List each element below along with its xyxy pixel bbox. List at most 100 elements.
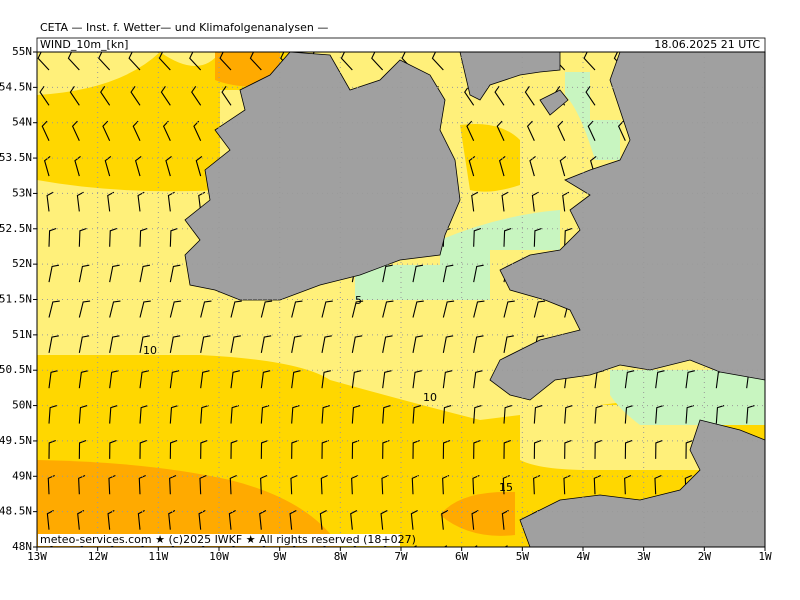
wind-barb	[382, 405, 391, 424]
plot	[37, 52, 787, 565]
wind-barb	[134, 156, 142, 177]
wind-barb	[260, 300, 273, 318]
wind-barb	[382, 264, 393, 283]
wind-barb	[230, 370, 240, 389]
wind-barb	[169, 264, 181, 283]
wind-barb	[48, 300, 60, 318]
wind-barb	[260, 335, 272, 353]
wind-barb	[382, 335, 393, 353]
lat-label: 51.5N	[0, 293, 32, 306]
contour-label: 10	[143, 344, 157, 357]
wind-barb	[777, 440, 784, 458]
wind-barb	[371, 52, 384, 71]
wind-barb	[776, 475, 782, 494]
wind-barb	[230, 405, 239, 424]
wind-barb	[442, 264, 454, 283]
lat-label: 48.5N	[0, 505, 32, 518]
wind-barb	[503, 439, 511, 459]
wind-barb	[564, 227, 573, 247]
wind-barb	[473, 439, 481, 459]
wind-barb	[139, 405, 148, 424]
lon-label: 8W	[334, 550, 348, 563]
contour-label: 15	[499, 481, 513, 494]
wind-barb	[321, 300, 333, 318]
wind-barb	[48, 227, 57, 247]
wind-barb	[473, 370, 483, 389]
wind-barb	[531, 191, 539, 212]
lat-label: 49N	[12, 469, 32, 482]
wind-barb	[230, 300, 242, 318]
wind-barb	[777, 336, 787, 353]
wind-barb	[109, 545, 114, 547]
wind-barb	[380, 510, 388, 530]
wind-barb	[351, 300, 364, 318]
wind-barb	[442, 474, 450, 495]
lat-label: 48N	[12, 540, 32, 553]
wind-barb	[625, 545, 630, 547]
wind-barb	[100, 86, 111, 106]
wind-barb	[443, 545, 448, 547]
wind-barb	[291, 300, 303, 318]
wind-barb	[48, 439, 56, 459]
field-name: WIND_10m_[kn]	[40, 38, 128, 51]
lon-label: 12W	[88, 550, 108, 563]
wind-barb	[109, 439, 117, 459]
wind-barb	[594, 439, 602, 459]
wind-barb	[777, 265, 787, 282]
lon-label: 3W	[637, 550, 651, 563]
lon-label: 11W	[148, 550, 168, 563]
band-5-10	[37, 52, 160, 95]
wind-barb	[442, 300, 455, 318]
wind-barb	[169, 405, 179, 424]
band-10-15	[460, 124, 520, 192]
wind-barb	[685, 405, 694, 424]
wind-barb	[350, 510, 358, 530]
wind-barb	[583, 52, 596, 71]
wind-barb	[195, 156, 203, 177]
wind-barb	[49, 545, 53, 547]
lat-label: 51N	[12, 328, 32, 341]
lat-label: 53N	[12, 186, 32, 199]
wind-barb	[617, 120, 626, 141]
wind-barb	[169, 227, 178, 247]
wind-barb	[169, 370, 180, 389]
wind-barb	[189, 52, 202, 71]
wind-barb	[139, 227, 148, 247]
wind-barb	[562, 191, 570, 212]
wind-barb	[76, 191, 84, 212]
wind-barb	[169, 335, 181, 353]
wind-barb	[564, 545, 569, 547]
wind-barb	[46, 510, 54, 530]
wind-barb	[321, 335, 332, 353]
wind-barb	[534, 545, 539, 547]
wind-barb	[442, 335, 454, 353]
wind-barb	[289, 510, 297, 530]
wind-barb	[768, 86, 777, 105]
wind-barb	[498, 156, 506, 177]
wind-barb	[320, 474, 328, 495]
wind-barb	[774, 546, 780, 565]
wind-barb	[78, 405, 88, 424]
wind-barb	[48, 335, 59, 353]
wind-barb	[382, 370, 392, 389]
wind-barb	[766, 52, 777, 70]
wind-barb	[109, 405, 118, 424]
wind-barb	[130, 86, 141, 106]
wind-barb	[777, 228, 784, 246]
wind-barb	[200, 405, 209, 424]
wind-barb	[503, 405, 512, 424]
wind-barb	[319, 510, 327, 530]
wind-barb	[471, 191, 479, 212]
lon-label: 1W	[758, 550, 772, 563]
wind-barb	[340, 52, 353, 71]
wind-barb	[321, 370, 331, 389]
wind-barb	[559, 156, 567, 177]
wind-barb	[770, 121, 777, 141]
land-ireland	[184, 52, 461, 301]
wind-barb	[109, 227, 118, 247]
wind-barb	[48, 264, 60, 283]
contour-label: 10	[423, 391, 437, 404]
wind-barb	[109, 370, 119, 389]
wind-barb	[219, 52, 232, 71]
